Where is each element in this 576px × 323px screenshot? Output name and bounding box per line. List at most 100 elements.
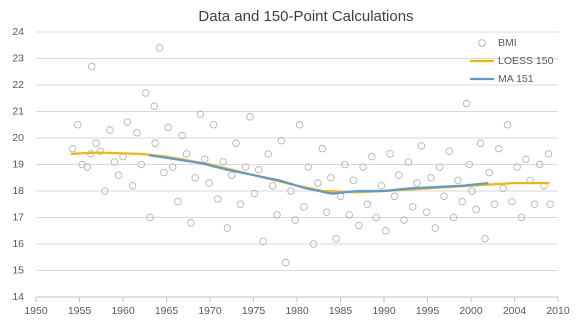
- data-point: [236, 200, 245, 208]
- data-point: [106, 126, 114, 134]
- data-point: [472, 205, 480, 214]
- data-point: [341, 160, 349, 169]
- data-point: [363, 200, 372, 208]
- x-tick-label: 2000: [459, 305, 483, 317]
- data-point: [546, 200, 554, 208]
- data-point: [322, 208, 331, 216]
- data-point: [223, 224, 232, 232]
- data-point: [327, 173, 335, 182]
- data-point: [355, 221, 363, 230]
- data-point: [476, 139, 485, 148]
- data-point: [499, 184, 507, 193]
- data-point: [508, 197, 516, 206]
- data-point: [168, 163, 177, 171]
- data-point: [404, 158, 413, 166]
- data-point: [209, 120, 218, 129]
- x-tick-label: 1975: [242, 305, 266, 317]
- legend-label: BMI: [498, 37, 517, 49]
- data-point: [495, 144, 503, 153]
- data-point: [214, 195, 222, 203]
- data-point: [304, 163, 313, 171]
- data-point: [431, 224, 440, 232]
- y-tick-label: 19: [12, 158, 24, 170]
- data-point: [332, 234, 340, 243]
- data-point: [281, 258, 290, 267]
- y-tick-label: 20: [12, 132, 24, 144]
- data-point: [544, 150, 553, 158]
- y-tick-label: 21: [12, 105, 24, 117]
- data-point: [377, 181, 386, 190]
- data-point: [174, 197, 182, 206]
- y-tick-label: 17: [12, 211, 24, 223]
- data-point: [241, 163, 250, 171]
- data-point: [232, 139, 240, 148]
- data-point: [160, 168, 168, 177]
- data-point: [372, 213, 380, 222]
- x-tick-label: 1965: [155, 305, 179, 317]
- x-tick-label: 1990: [372, 305, 396, 317]
- legend-marker: [478, 39, 486, 47]
- data-point: [390, 192, 399, 201]
- data-point: [517, 213, 526, 222]
- data-point: [462, 99, 471, 108]
- data-point: [417, 142, 426, 150]
- data-point: [318, 144, 326, 153]
- data-point: [151, 139, 159, 148]
- data-point: [100, 187, 109, 195]
- x-tick-label: 1995: [416, 305, 440, 317]
- data-point: [273, 211, 281, 219]
- data-point: [277, 136, 286, 145]
- data-point: [503, 120, 512, 129]
- data-point: [182, 150, 191, 158]
- chart-title: Data and 150-Point Calculations: [198, 8, 413, 25]
- x-tick-label: 1970: [198, 305, 222, 317]
- x-tick-label: 1980: [285, 305, 309, 317]
- data-point: [219, 158, 227, 166]
- data-point: [191, 173, 199, 182]
- data-point: [141, 89, 150, 97]
- data-point: [458, 197, 467, 206]
- data-point: [187, 219, 195, 227]
- x-tick-label: 1955: [68, 305, 92, 317]
- data-point: [359, 163, 367, 171]
- data-point: [268, 181, 277, 190]
- data-point: [114, 171, 123, 179]
- data-point: [522, 155, 530, 163]
- data-point: [513, 163, 521, 171]
- data-point: [254, 166, 263, 174]
- data-point: [178, 131, 186, 140]
- data-point: [381, 226, 390, 235]
- data-point: [128, 181, 137, 190]
- x-tick-label: 2004: [503, 305, 527, 317]
- data-point: [468, 187, 476, 195]
- data-point: [96, 147, 105, 155]
- y-tick-label: 15: [12, 264, 24, 276]
- data-point: [440, 192, 448, 201]
- data-point: [300, 203, 308, 211]
- x-tick-label: 1960: [111, 305, 135, 317]
- y-tick-label: 22: [12, 79, 24, 91]
- data-point: [246, 113, 254, 121]
- y-tick-label: 16: [12, 238, 24, 250]
- data-point: [155, 44, 164, 52]
- data-point: [123, 118, 132, 126]
- data-point: [345, 211, 353, 219]
- data-point: [408, 203, 417, 211]
- data-point: [481, 234, 489, 243]
- data-point: [465, 160, 474, 169]
- data-point: [435, 163, 444, 171]
- data-point: [196, 110, 205, 118]
- x-tick-label: 2010: [546, 305, 570, 317]
- y-tick-label: 18: [12, 185, 24, 197]
- data-point: [259, 237, 267, 246]
- data-point: [137, 160, 146, 169]
- data-point: [309, 240, 318, 248]
- data-point: [395, 171, 403, 179]
- data-point: [83, 163, 92, 171]
- x-tick-label: 1985: [329, 305, 353, 317]
- data-point: [535, 160, 544, 169]
- data-point: [295, 120, 304, 129]
- y-tick-label: 14: [12, 291, 24, 303]
